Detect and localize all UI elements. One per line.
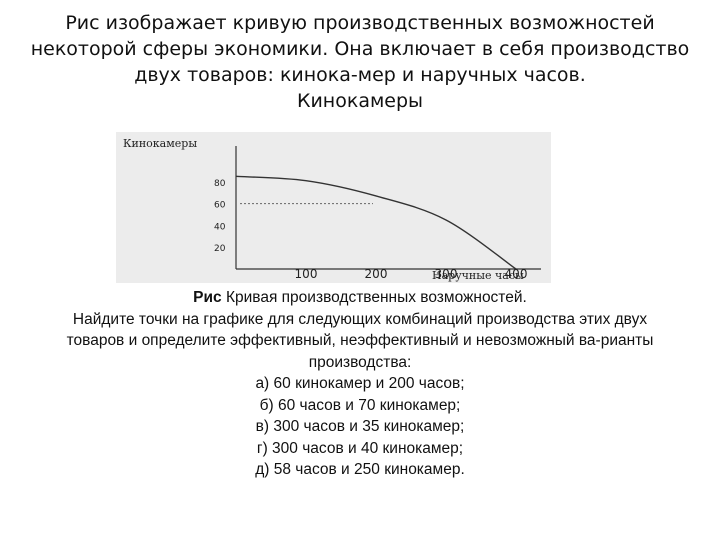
figure-caption-text: Кривая производственных возможностей. (221, 289, 527, 306)
task-line-3: производства: (308, 353, 412, 371)
heading-line-1: Рис изображает кривую производственных в… (65, 12, 655, 34)
x-tick-label: 200 (365, 267, 388, 281)
heading-block: Рис изображает кривую производственных в… (10, 10, 710, 114)
ppc-figure: Кинокамеры Наручные часы 80 60 40 20 100 200 3… (116, 132, 551, 283)
caption-block: Рис Кривая производственных возможностей… (10, 287, 710, 481)
y-tick-label: 80 (214, 179, 226, 189)
y-axis-label: Кинокамеры (123, 137, 197, 150)
option-d: г) 300 часов и 40 кинокамер; (256, 439, 464, 457)
task-line-2: товаров и определите эффективный, неэффе… (66, 332, 654, 349)
x-axis-label: Наручные часы (432, 269, 524, 282)
x-tick-label: 100 (295, 267, 318, 281)
heading-line-4: Кинокамеры (296, 90, 424, 112)
x-tick-label: 400 (505, 267, 528, 281)
option-a: а) 60 кинокамер и 200 часов; (255, 375, 465, 392)
heading-line-3: двух товаров: кинока-мер и наручных часо… (134, 64, 586, 86)
chart-background (116, 132, 551, 283)
figure-caption-label: Рис (193, 289, 222, 306)
option-e: д) 58 часов и 250 кинокамер. (255, 461, 465, 478)
figure-caption: Рис Кривая производственных возможностей… (10, 287, 710, 309)
x-tick-label: 300 (435, 267, 458, 281)
option-b: б) 60 часов и 70 кинокамер; (259, 396, 461, 414)
y-tick-label: 60 (214, 201, 226, 211)
y-tick-label: 20 (214, 244, 226, 254)
heading-line-2: некоторой сферы экономики. Она включает … (30, 38, 690, 60)
y-tick-label: 40 (214, 222, 226, 232)
ppc-chart: Кинокамеры Наручные часы 80 60 40 20 100 200 3… (116, 132, 551, 283)
task-line-1: Найдите точки на графике для следующих к… (72, 310, 648, 328)
option-c: в) 300 часов и 35 кинокамер; (255, 418, 465, 435)
ppc-curve (235, 175, 517, 270)
